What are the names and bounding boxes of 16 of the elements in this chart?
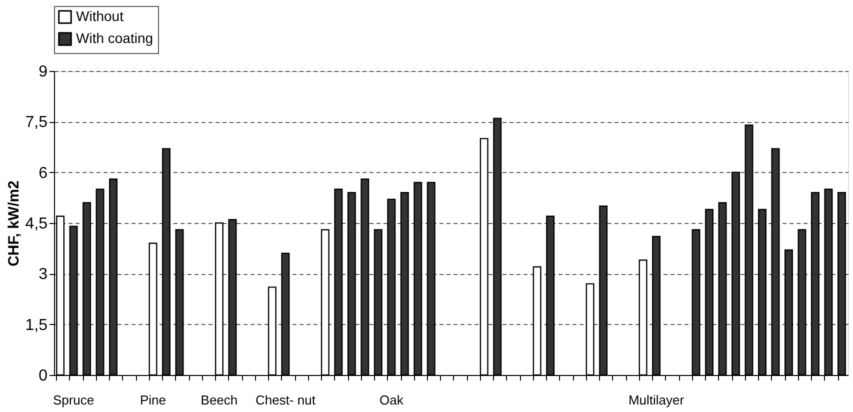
x-tick-label: Beech [200,392,238,408]
y-tick-label: 1,5 [25,316,48,334]
x-tick-label: Oak [379,392,404,408]
x-tick-label: Spruce [52,392,94,408]
y-tick-label: 4,5 [25,216,48,232]
y-tick-label: 7,5 [25,114,48,132]
y-tick-label: 0 [38,368,48,384]
x-tick-label: Pine [140,392,166,408]
x-tick-label: Multilayer [628,392,685,408]
y-tick-label: 6 [38,164,48,182]
legend-label: With coating [76,30,154,46]
y-axis-title: CHF, kW/m2 [5,180,22,266]
legend-label: Without [76,8,124,24]
y-tick-label: 3 [38,266,48,284]
y-tick-label: 9 [38,64,48,80]
x-tick-label: Chest- nut [255,392,316,408]
